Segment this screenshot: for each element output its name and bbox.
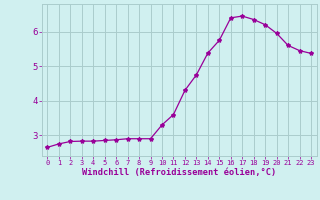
X-axis label: Windchill (Refroidissement éolien,°C): Windchill (Refroidissement éolien,°C): [82, 168, 276, 177]
